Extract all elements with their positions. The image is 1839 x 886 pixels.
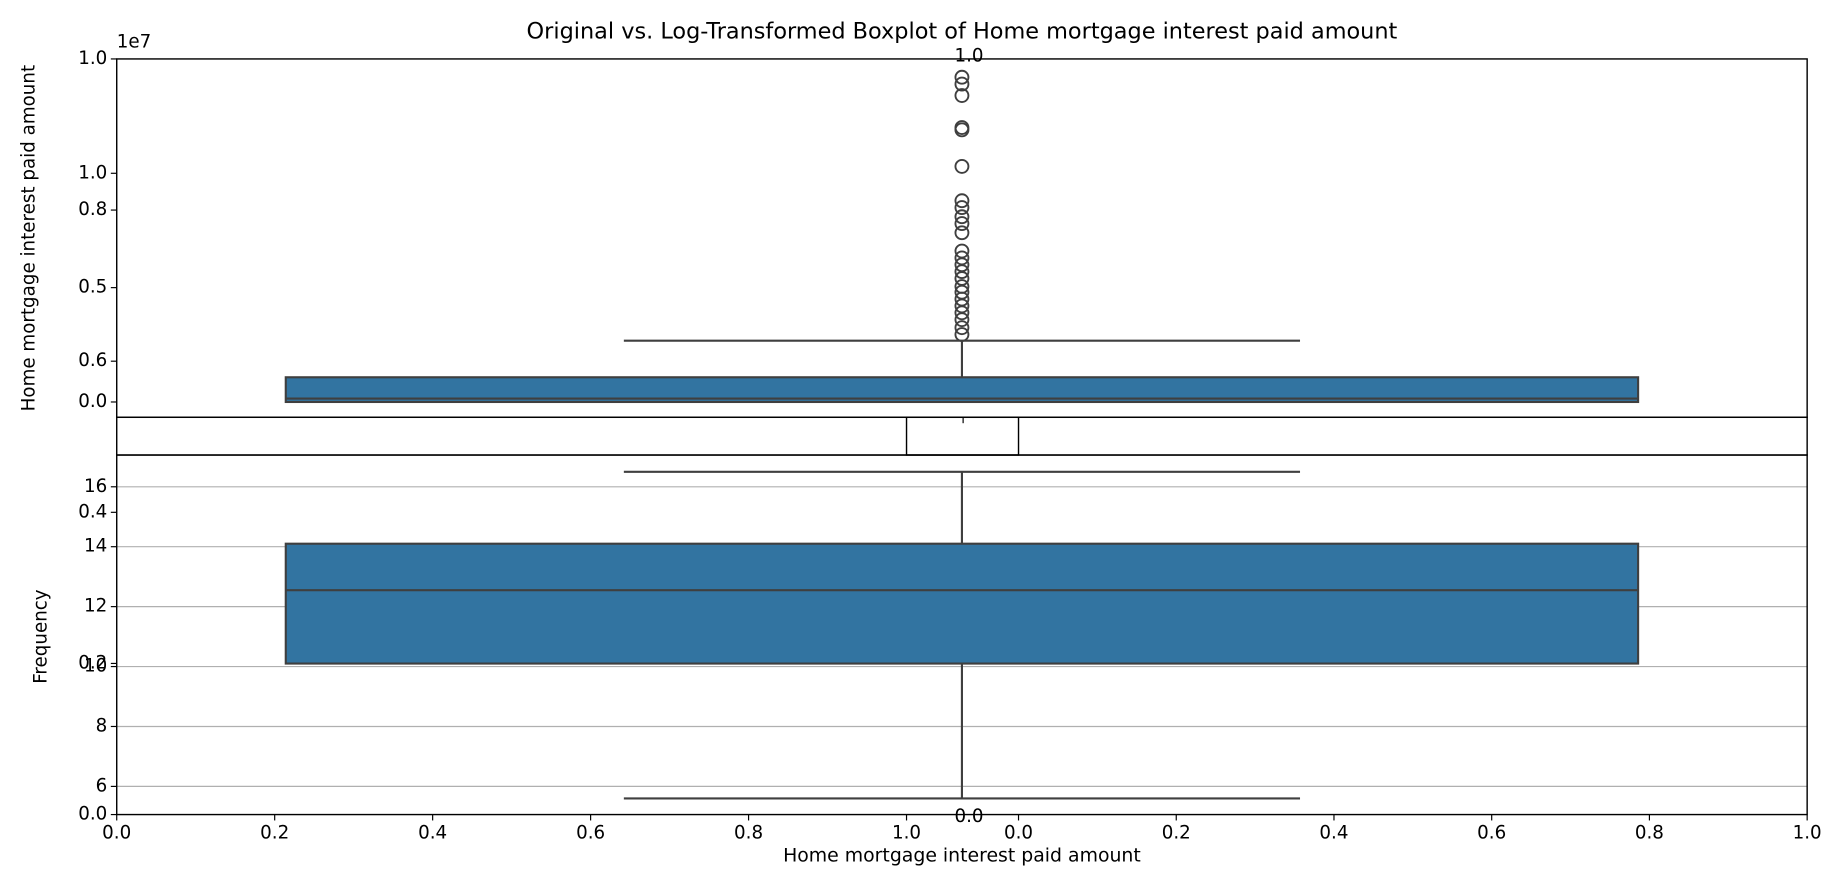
x-tick-label: 0.4	[418, 822, 447, 843]
outlier	[954, 193, 970, 209]
outlier	[954, 76, 970, 92]
x-tick-label: 0.0	[102, 822, 131, 843]
outlier	[954, 122, 970, 138]
x-tick-label: 0.4	[1319, 822, 1348, 843]
y-tick-label: 14	[84, 536, 107, 557]
x-axis-label: Home mortgage interest paid amount	[783, 844, 1141, 866]
y-tick-label: 0.4	[78, 501, 107, 522]
outlier	[954, 312, 970, 328]
outlier	[954, 216, 970, 232]
x-tick-label: 0.2	[260, 822, 289, 843]
y-tick-label: 1.0	[78, 162, 107, 183]
y-tick-label: 0.8	[78, 199, 107, 220]
chart-title: Original vs. Log-Transformed Boxplot of …	[527, 18, 1398, 44]
y-axis-label: Frequency	[30, 589, 51, 684]
y-tick-label: 1.0	[78, 48, 107, 69]
outlier	[954, 88, 970, 103]
x-tick-label: 0.8	[734, 822, 763, 843]
outlier	[954, 327, 970, 342]
y-tick-label: 16	[84, 476, 107, 497]
outlier	[954, 158, 970, 174]
outlier	[954, 320, 970, 336]
outlier	[954, 264, 970, 280]
outlier	[954, 209, 970, 225]
y-tick-label: 0.2	[78, 652, 107, 673]
outlier	[954, 305, 970, 321]
outlier	[954, 200, 970, 216]
axes-frame	[116, 416, 1808, 456]
y-tick-label: 8	[96, 715, 108, 736]
y-tick-label: 0.5	[78, 277, 107, 298]
x-tick-label: 0.6	[576, 822, 605, 843]
y-tick-label: 0.6	[78, 350, 107, 371]
y-tick-label: 12	[84, 596, 107, 617]
x-tick-label: 0.2	[1162, 822, 1191, 843]
y-axis-label: Home mortgage interest paid amount	[18, 65, 39, 411]
outlier	[954, 69, 970, 85]
y-tick-label: 10	[84, 656, 107, 677]
y-tick-label: 0.0	[78, 804, 107, 825]
y-tick-label: 6	[96, 775, 108, 796]
outlier	[954, 225, 970, 241]
x-tick-label: 0.0	[1004, 822, 1033, 843]
x-tick-label: 1.0	[892, 822, 921, 843]
x-tick-label: 0.8	[1635, 822, 1664, 843]
offset-label: 1e7	[117, 31, 151, 52]
x-tick-label: 0.6	[1477, 822, 1506, 843]
y-tick-label: 0.0	[78, 391, 107, 412]
x-tick-label: 1.0	[1793, 822, 1822, 843]
box	[284, 542, 1640, 665]
y-tick-label: 1.0	[954, 46, 983, 67]
y-tick-label: 0.0	[954, 806, 983, 827]
